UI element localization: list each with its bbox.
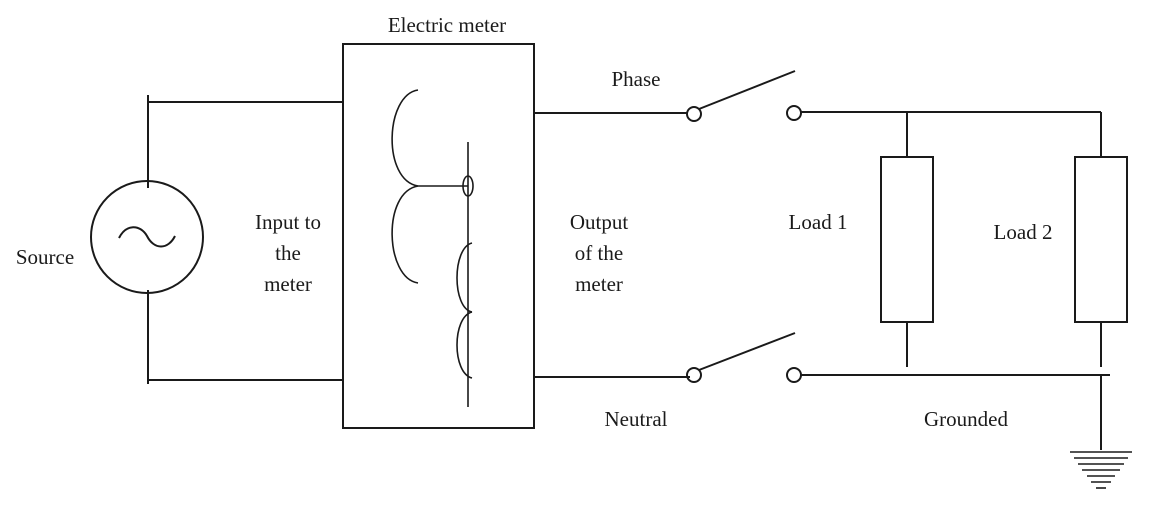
load-1-resistor-icon [880, 156, 934, 367]
source-wiring [147, 95, 343, 384]
ground-icon [1070, 451, 1132, 489]
output-label-line-2: of the [575, 241, 623, 265]
load-2-label: Load 2 [994, 220, 1053, 244]
phase-bus [801, 111, 1102, 157]
neutral-switch-icon [686, 332, 802, 383]
phase-label: Phase [612, 67, 661, 91]
load-1-label: Load 1 [789, 210, 848, 234]
load-2-resistor-icon [1074, 156, 1128, 367]
electric-meter [342, 43, 535, 429]
input-label-line-1: Input to [255, 210, 321, 234]
output-label-line-1: Output [570, 210, 629, 234]
input-label-line-2: the [275, 241, 301, 265]
input-label-line-3: meter [264, 272, 312, 296]
meter-title: Electric meter [388, 13, 506, 37]
ac-source-icon [90, 180, 204, 294]
neutral-bus [801, 374, 1110, 450]
output-wiring [534, 112, 690, 378]
grounded-label: Grounded [924, 407, 1008, 431]
output-label-line-3: meter [575, 272, 623, 296]
source-label: Source [16, 245, 74, 269]
neutral-label: Neutral [605, 407, 668, 431]
phase-switch-icon [686, 70, 802, 122]
